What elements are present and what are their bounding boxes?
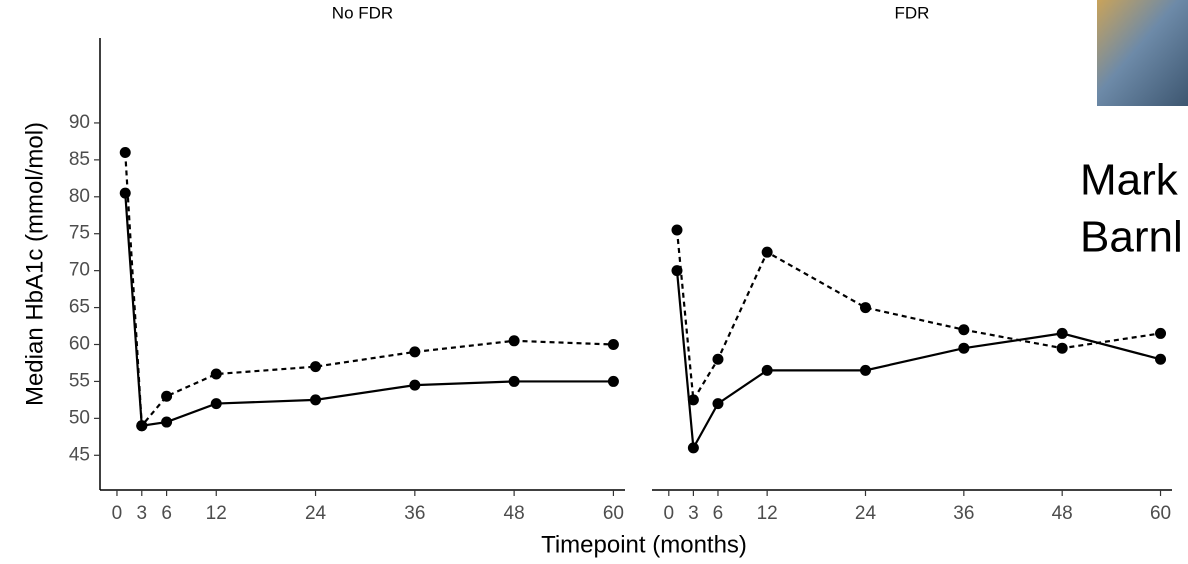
x-tick-label: 36 xyxy=(404,503,425,524)
x-tick-label: 60 xyxy=(603,503,624,524)
data-point xyxy=(508,335,520,347)
y-tick-label: 55 xyxy=(69,370,90,391)
data-point xyxy=(958,324,970,336)
series-line xyxy=(675,229,1161,404)
data-point xyxy=(161,390,173,402)
y-tick-label: 45 xyxy=(69,444,90,465)
data-point xyxy=(1155,353,1167,365)
x-tick-label: 24 xyxy=(855,503,877,524)
data-point xyxy=(712,398,724,410)
y-axis-title: Median HbA1c (mmol/mol) xyxy=(21,122,48,406)
data-point xyxy=(409,379,421,391)
data-point xyxy=(607,339,619,351)
data-point xyxy=(409,346,421,358)
data-point xyxy=(1056,342,1068,354)
y-tick-label: 70 xyxy=(69,260,90,281)
y-tick-label: 85 xyxy=(69,149,90,170)
data-point xyxy=(119,187,131,199)
data-point xyxy=(671,224,683,236)
x-tick-label: 6 xyxy=(161,503,172,524)
presenter-name: Mark xyxy=(1080,156,1179,205)
data-point xyxy=(310,394,322,406)
data-point xyxy=(210,368,222,380)
data-point xyxy=(210,398,222,410)
data-point xyxy=(761,364,773,376)
series-line xyxy=(124,152,614,429)
x-tick-label: 3 xyxy=(136,503,147,524)
presenter-name: Barnl xyxy=(1080,213,1183,262)
x-tick-label: 0 xyxy=(112,503,123,524)
x-tick-label: 6 xyxy=(713,503,724,524)
data-point xyxy=(671,265,683,277)
series-line xyxy=(675,270,1161,452)
data-point xyxy=(859,364,871,376)
x-tick-label: 3 xyxy=(688,503,699,524)
facet-title: FDR xyxy=(895,3,930,22)
data-point xyxy=(607,375,619,387)
data-point xyxy=(161,416,173,428)
data-point xyxy=(761,246,773,258)
x-tick-label: 60 xyxy=(1150,503,1171,524)
data-point xyxy=(310,361,322,373)
y-tick-label: 80 xyxy=(69,186,90,207)
data-point xyxy=(136,420,148,432)
webcam-image xyxy=(1097,0,1188,106)
y-tick-label: 65 xyxy=(69,297,90,318)
data-point xyxy=(119,146,131,158)
x-tick-label: 12 xyxy=(757,503,778,524)
x-tick-label: 24 xyxy=(305,503,327,524)
x-axis-title: Timepoint (months) xyxy=(541,531,747,558)
data-point xyxy=(859,302,871,314)
x-tick-label: 0 xyxy=(664,503,675,524)
data-point xyxy=(1155,327,1167,339)
data-point xyxy=(687,442,699,454)
x-tick-label: 48 xyxy=(1052,503,1073,524)
x-tick-label: 48 xyxy=(504,503,525,524)
y-tick-label: 90 xyxy=(69,112,90,133)
data-point xyxy=(687,394,699,406)
data-point xyxy=(712,353,724,365)
y-tick-label: 50 xyxy=(69,407,90,428)
y-tick-label: 60 xyxy=(69,334,90,355)
y-tick-label: 75 xyxy=(69,223,90,244)
data-point xyxy=(1056,327,1068,339)
data-point xyxy=(958,342,970,354)
x-tick-label: 36 xyxy=(953,503,974,524)
data-point xyxy=(508,375,520,387)
x-tick-label: 12 xyxy=(206,503,227,524)
facet-title: No FDR xyxy=(332,3,393,22)
series-line xyxy=(124,193,614,428)
